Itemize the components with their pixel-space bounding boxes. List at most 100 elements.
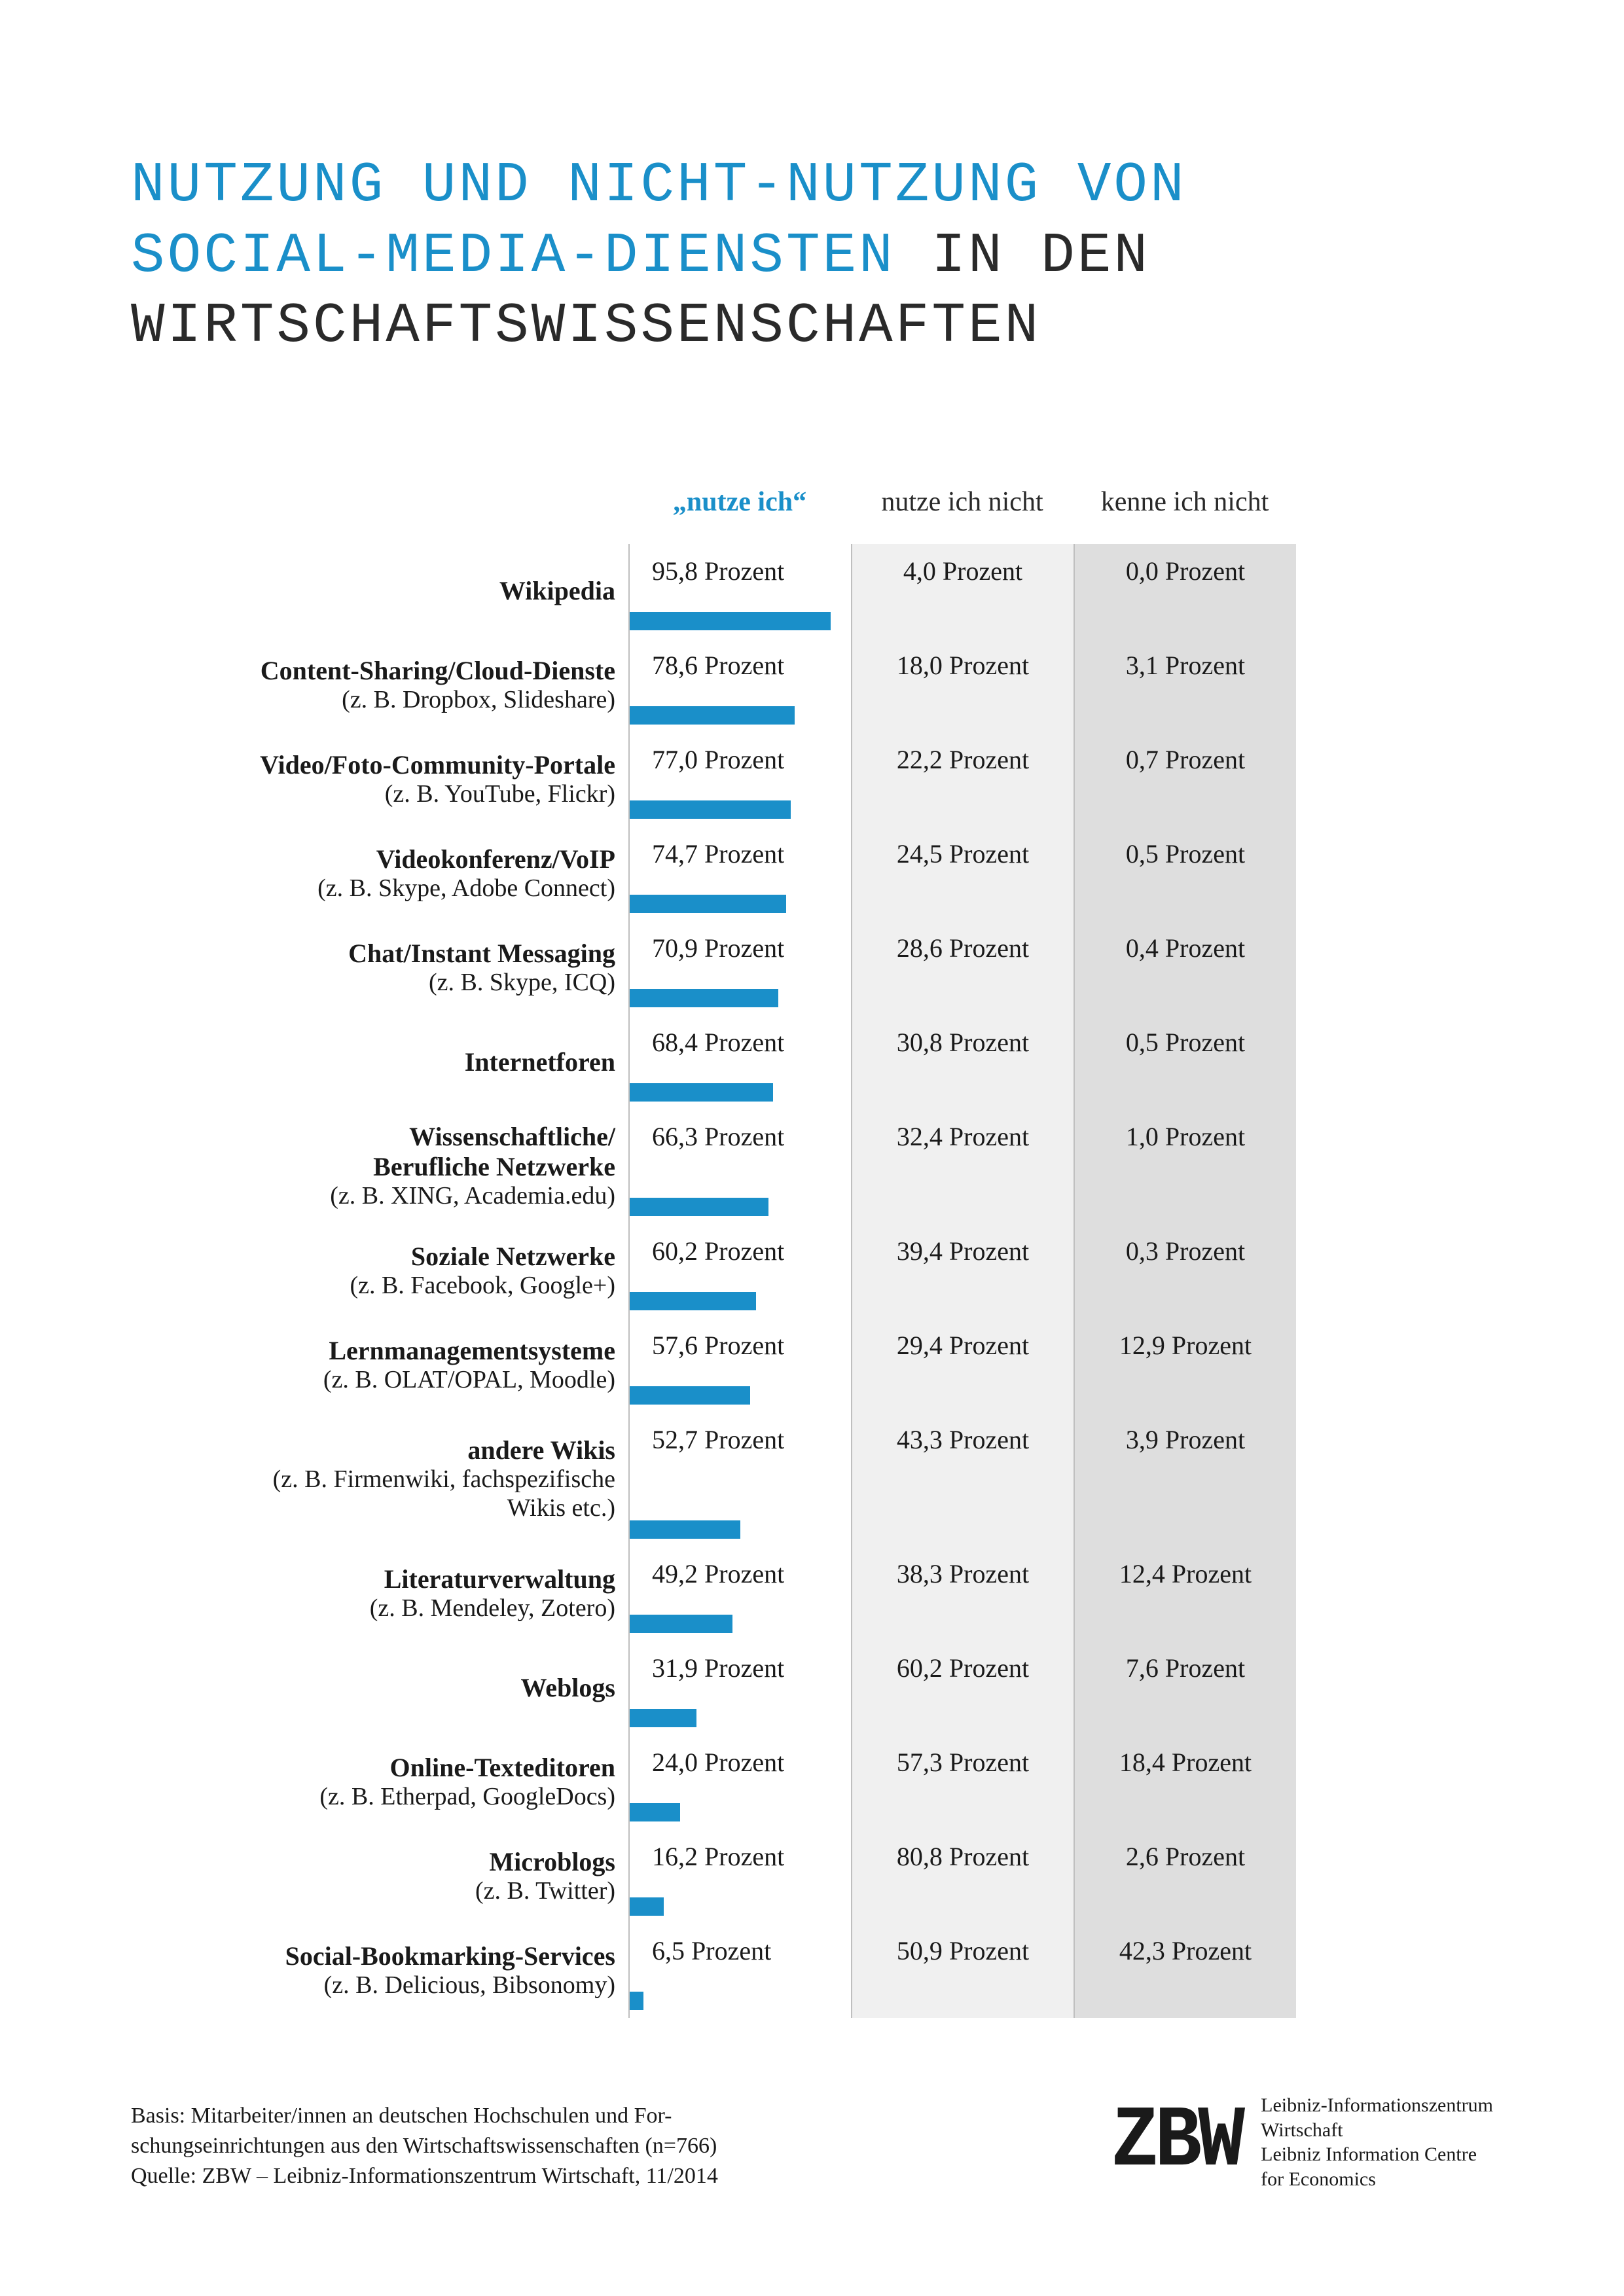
row-know-value: 1,0 Prozent	[1074, 1109, 1296, 1224]
row-nouse-value: 57,3 Prozent	[851, 1735, 1074, 1829]
chart-row: Internetforen68,4 Prozent30,8 Prozent0,5…	[131, 1015, 1493, 1109]
chart-row: Soziale Netzwerke(z. B. Facebook, Google…	[131, 1224, 1493, 1318]
row-know-value: 2,6 Prozent	[1074, 1829, 1296, 1924]
org-line-4: for Economics	[1261, 2167, 1493, 2192]
row-know-value: 0,4 Prozent	[1074, 921, 1296, 1015]
row-label-cell: Literaturverwaltung(z. B. Mendeley, Zote…	[131, 1547, 628, 1641]
row-use-value: 78,6 Prozent	[630, 638, 851, 681]
chart-row: Video/Foto-Community-Portale(z. B. YouTu…	[131, 732, 1493, 827]
row-know-value: 12,4 Prozent	[1074, 1547, 1296, 1641]
row-label-cell: Chat/Instant Messaging(z. B. Skype, ICQ)	[131, 921, 628, 1015]
row-sublabel: (z. B. Etherpad, GoogleDocs)	[319, 1783, 615, 1812]
row-bar	[630, 1520, 740, 1539]
row-nouse-value: 24,5 Prozent	[851, 827, 1074, 921]
row-bar	[630, 1803, 680, 1821]
row-label: Wissenschaftliche/	[409, 1122, 615, 1152]
footnote-line-3: Quelle: ZBW – Leibniz-Informationszentru…	[131, 2161, 718, 2191]
row-label-cell: Wissenschaftliche/Berufliche Netzwerke(z…	[131, 1109, 628, 1224]
row-bar-cell: 52,7 Prozent	[628, 1412, 851, 1547]
row-label-cell: Internetforen	[131, 1015, 628, 1109]
row-use-value: 49,2 Prozent	[630, 1547, 851, 1589]
logo-block: ZBW Leibniz-Informationszentrum Wirtscha…	[1111, 2093, 1493, 2191]
chart-row: Chat/Instant Messaging(z. B. Skype, ICQ)…	[131, 921, 1493, 1015]
row-know-value: 0,5 Prozent	[1074, 1015, 1296, 1109]
title-line-2-plain: IN DEN	[895, 224, 1150, 288]
row-sublabel: (z. B. Dropbox, Slideshare)	[342, 686, 615, 715]
row-know-value: 18,4 Prozent	[1074, 1735, 1296, 1829]
row-label-cell: andere Wikis(z. B. Firmenwiki, fachspezi…	[131, 1412, 628, 1547]
row-sublabel: (z. B. Facebook, Google+)	[350, 1272, 615, 1300]
row-use-value: 95,8 Prozent	[630, 544, 851, 586]
row-bar	[630, 1615, 732, 1633]
row-nouse-value: 32,4 Prozent	[851, 1109, 1074, 1224]
header-nouse: nutze ich nicht	[851, 480, 1074, 524]
row-label: Soziale Netzwerke	[411, 1242, 615, 1272]
row-bar-cell: 49,2 Prozent	[628, 1547, 851, 1641]
row-nouse-value: 30,8 Prozent	[851, 1015, 1074, 1109]
row-bar-cell: 31,9 Prozent	[628, 1641, 851, 1735]
row-bar-cell: 57,6 Prozent	[628, 1318, 851, 1412]
row-use-value: 77,0 Prozent	[630, 732, 851, 775]
row-use-value: 60,2 Prozent	[630, 1224, 851, 1266]
row-label-2: Berufliche Netzwerke	[373, 1152, 615, 1182]
row-label: Internetforen	[465, 1047, 615, 1077]
row-label: Online-Texteditoren	[390, 1753, 615, 1783]
chart-header: „nutze ich“ nutze ich nicht kenne ich ni…	[131, 480, 1493, 524]
row-bar-cell: 24,0 Prozent	[628, 1735, 851, 1829]
row-label-cell: Videokonferenz/VoIP(z. B. Skype, Adobe C…	[131, 827, 628, 921]
row-label: Weblogs	[521, 1673, 615, 1703]
row-know-value: 3,1 Prozent	[1074, 638, 1296, 732]
row-label-cell: Video/Foto-Community-Portale(z. B. YouTu…	[131, 732, 628, 827]
row-sublabel: (z. B. OLAT/OPAL, Moodle)	[323, 1366, 615, 1395]
row-use-value: 16,2 Prozent	[630, 1829, 851, 1872]
row-know-value: 0,5 Prozent	[1074, 827, 1296, 921]
row-use-value: 74,7 Prozent	[630, 827, 851, 869]
row-label: Chat/Instant Messaging	[348, 939, 615, 969]
footer: Basis: Mitarbeiter/innen an deutschen Ho…	[131, 2093, 1493, 2191]
chart-row: Wikipedia95,8 Prozent4,0 Prozent0,0 Proz…	[131, 544, 1493, 638]
title-line-3: WIRTSCHAFTSWISSENSCHAFTEN	[131, 291, 1493, 362]
row-nouse-value: 43,3 Prozent	[851, 1412, 1074, 1547]
row-sublabel: (z. B. Firmenwiki, fachspezifische	[273, 1465, 615, 1494]
chart-row: Lernmanagementsysteme(z. B. OLAT/OPAL, M…	[131, 1318, 1493, 1412]
row-label-cell: Social-Bookmarking-Services(z. B. Delici…	[131, 1924, 628, 2018]
chart-row: Online-Texteditoren(z. B. Etherpad, Goog…	[131, 1735, 1493, 1829]
row-nouse-value: 60,2 Prozent	[851, 1641, 1074, 1735]
chart-rows: Wikipedia95,8 Prozent4,0 Prozent0,0 Proz…	[131, 544, 1493, 2018]
title-line-2: SOCIAL-MEDIA-DIENSTEN IN DEN	[131, 221, 1493, 292]
chart-row: Microblogs(z. B. Twitter)16,2 Prozent80,…	[131, 1829, 1493, 1924]
row-bar-cell: 77,0 Prozent	[628, 732, 851, 827]
chart-row: Videokonferenz/VoIP(z. B. Skype, Adobe C…	[131, 827, 1493, 921]
row-label: Social-Bookmarking-Services	[285, 1941, 615, 1971]
row-label-cell: Lernmanagementsysteme(z. B. OLAT/OPAL, M…	[131, 1318, 628, 1412]
row-bar	[630, 1992, 643, 2010]
row-nouse-value: 50,9 Prozent	[851, 1924, 1074, 2018]
row-use-value: 52,7 Prozent	[630, 1412, 851, 1455]
row-bar	[630, 1386, 750, 1405]
org-line-3: Leibniz Information Centre	[1261, 2142, 1493, 2167]
row-sublabel: (z. B. Delicious, Bibsonomy)	[324, 1971, 615, 2000]
row-nouse-value: 39,4 Prozent	[851, 1224, 1074, 1318]
row-use-value: 31,9 Prozent	[630, 1641, 851, 1683]
row-bar-cell: 60,2 Prozent	[628, 1224, 851, 1318]
row-nouse-value: 80,8 Prozent	[851, 1829, 1074, 1924]
title-line-2-accent: SOCIAL-MEDIA-DIENSTEN	[131, 224, 895, 288]
row-bar-cell: 6,5 Prozent	[628, 1924, 851, 2018]
row-bar-cell: 66,3 Prozent	[628, 1109, 851, 1224]
header-know: kenne ich nicht	[1074, 480, 1296, 524]
row-nouse-value: 4,0 Prozent	[851, 544, 1074, 638]
row-know-value: 0,7 Prozent	[1074, 732, 1296, 827]
row-label: Videokonferenz/VoIP	[376, 844, 615, 874]
row-bar-cell: 74,7 Prozent	[628, 827, 851, 921]
row-know-value: 12,9 Prozent	[1074, 1318, 1296, 1412]
row-label: Lernmanagementsysteme	[329, 1336, 615, 1366]
row-use-value: 6,5 Prozent	[630, 1924, 851, 1966]
row-sublabel-2: Wikis etc.)	[507, 1494, 615, 1523]
row-bar	[630, 1083, 773, 1102]
row-know-value: 7,6 Prozent	[1074, 1641, 1296, 1735]
row-label-cell: Weblogs	[131, 1641, 628, 1735]
zbw-logo: ZBW	[1111, 2093, 1241, 2191]
chart-row: Literaturverwaltung(z. B. Mendeley, Zote…	[131, 1547, 1493, 1641]
row-sublabel: (z. B. Skype, Adobe Connect)	[317, 874, 615, 903]
row-bar	[630, 1709, 696, 1727]
